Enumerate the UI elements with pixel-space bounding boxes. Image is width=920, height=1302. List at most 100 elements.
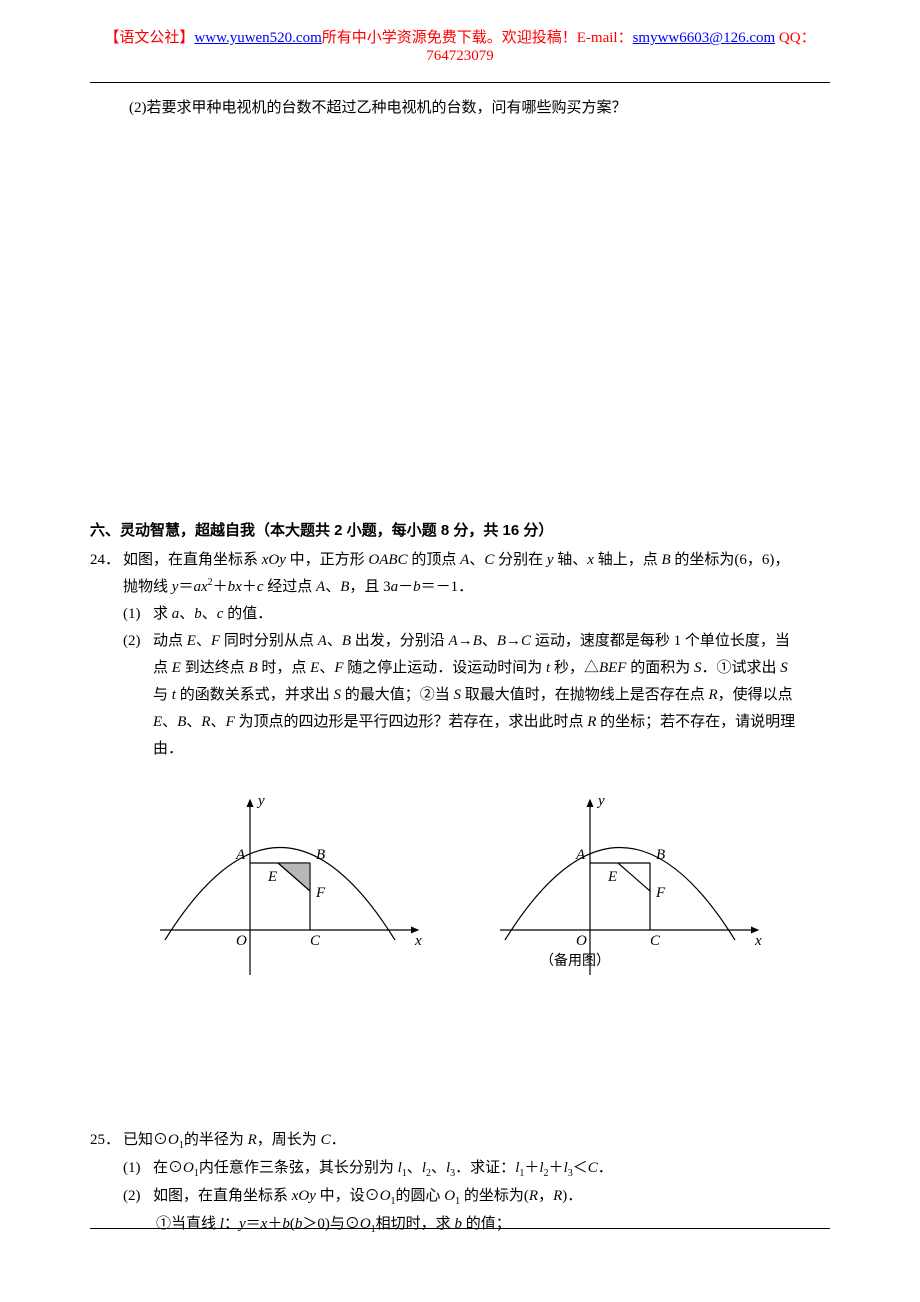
xOy: xOy (292, 1188, 316, 1204)
q23-sub2: (2)若要求甲种电视机的台数不超过乙种电视机的台数，问有哪些购买方案？ (90, 96, 830, 122)
t: 轴上，点 (594, 552, 662, 568)
t: ： (224, 1216, 239, 1232)
arrow: → (506, 633, 521, 649)
t: 相切时，求 (376, 1216, 455, 1232)
c: c (257, 579, 264, 595)
plus: ＋ (549, 1160, 564, 1176)
q25-sub2: (2) 如图，在直角坐标系 xOy 中，设⊙O1的圆心 O1 的坐标为(R，R)… (90, 1183, 830, 1211)
sub2-line4: E、B、R、F 为顶点的四边形是平行四边形？若存在，求出此时点 R 的坐标；若不… (153, 709, 830, 736)
t: ．求证： (455, 1160, 515, 1176)
F-label: F (655, 885, 666, 901)
figures-row: y x A B O C E F y x A B O C (90, 785, 830, 985)
t: 的函数关系式，并求出 (176, 687, 334, 703)
x-label: x (414, 933, 422, 949)
t: 的顶点 (408, 552, 461, 568)
q25-intro: 25． 已知⊙O1的半径为 R，周长为 C． (90, 1127, 830, 1155)
C: C (588, 1160, 598, 1176)
t: 随之停止运动．设运动时间为 (344, 660, 547, 676)
B: B (342, 633, 351, 649)
x: x (201, 579, 208, 595)
sub2-line5: 由． (153, 736, 830, 763)
O1: O (183, 1160, 194, 1176)
t: 的最大值；②当 (341, 687, 454, 703)
S: S (780, 660, 788, 676)
t: 时，点 (258, 660, 311, 676)
q24-number: 24． (90, 547, 123, 574)
F: F (334, 660, 343, 676)
b: b (194, 606, 202, 622)
t: 内任意作三条弦，其长分别为 (199, 1160, 398, 1176)
A-label: A (575, 847, 586, 863)
R: R (248, 1132, 257, 1148)
t: )． (562, 1188, 582, 1204)
O1: O (380, 1188, 391, 1204)
E-label: E (607, 869, 617, 885)
b: b (282, 1216, 290, 1232)
arrow: → (458, 633, 473, 649)
t: 秒，△ (550, 660, 599, 676)
C-label: C (310, 933, 321, 949)
E: E (187, 633, 196, 649)
b: b (454, 1216, 462, 1232)
F: F (211, 633, 220, 649)
sub1-num: (1) (123, 1155, 153, 1183)
plus: ＋ (267, 1216, 282, 1232)
O1: O (444, 1188, 455, 1204)
sub2-num: (2) (123, 628, 153, 763)
t: 、 (319, 660, 334, 676)
q24-sub1: (1) 求 a、b、c 的值． (90, 601, 830, 628)
B: B (248, 660, 257, 676)
R: R (529, 1188, 538, 1204)
t: 中，正方形 (286, 552, 369, 568)
question-25: 25． 已知⊙O1的半径为 R，周长为 C． (1) 在⊙O1内任意作三条弦，其… (90, 1127, 830, 1239)
backup-label: （备用图） (540, 952, 610, 969)
t: ．①试求出 (701, 660, 780, 676)
t: 动点 (153, 633, 187, 649)
F-label: F (315, 885, 326, 901)
header-email: smyww6603@126.com (633, 30, 776, 46)
t: 的坐标为( (460, 1188, 529, 1204)
R: R (708, 687, 717, 703)
t: 、 (186, 714, 201, 730)
q24-intro: 24． 如图，在直角坐标系 xOy 中，正方形 OABC 的顶点 A、C 分别在… (90, 547, 830, 574)
B: B (177, 714, 186, 730)
S: S (333, 687, 341, 703)
page-content: (2)若要求甲种电视机的台数不超过乙种电视机的台数，问有哪些购买方案？ 六、灵动… (90, 96, 830, 1239)
t: ①当直线 (156, 1216, 220, 1232)
eq: ＝ (246, 1216, 261, 1232)
S: S (453, 687, 461, 703)
t: 的面积为 (626, 660, 694, 676)
t: 、 (162, 714, 177, 730)
t: 为顶点的四边形是平行四边形？若存在，求出此时点 (235, 714, 588, 730)
t: 经过点 (264, 579, 317, 595)
C: C (321, 1132, 331, 1148)
t: 取最大值时，在抛物线上是否存在点 (461, 687, 709, 703)
t: 分别在 (494, 552, 547, 568)
A: A (318, 633, 327, 649)
sub2-line3: 与 t 的函数关系式，并求出 S 的最大值；②当 S 取最大值时，在抛物线上是否… (153, 682, 830, 709)
q25-sub1: (1) 在⊙O1内任意作三条弦，其长分别为 l1、l2、l3．求证：l1＋l2＋… (90, 1155, 830, 1183)
t: 同时分别从点 (220, 633, 318, 649)
sub2-line1: 动点 E、F 同时分别从点 A、B 出发，分别沿 A→B、B→C 运动，速度都是… (153, 628, 830, 655)
t: 到达终点 (181, 660, 249, 676)
t: ，周长为 (257, 1132, 321, 1148)
t: 、 (211, 714, 226, 730)
t: 如图，在直角坐标系 (123, 552, 262, 568)
q24-sub2: (2) 动点 E、F 同时分别从点 A、B 出发，分别沿 A→B、B→C 运动，… (90, 628, 830, 763)
t: 的坐标为(6，6)， (671, 552, 790, 568)
plus: ＋ (242, 579, 257, 595)
qq-label: QQ： (775, 30, 815, 46)
t: 的值． (223, 606, 272, 622)
y: y (547, 552, 554, 568)
t: 运动，速度都是每秒 1 个单位长度，当 (531, 633, 790, 649)
t: 轴、 (554, 552, 588, 568)
bottom-rule (90, 1228, 830, 1229)
t: 的半径为 (184, 1132, 248, 1148)
q25-number: 25． (90, 1127, 123, 1155)
B: B (661, 552, 670, 568)
C: C (484, 552, 494, 568)
E-label: E (267, 869, 277, 885)
t: 点 (153, 660, 172, 676)
C-label: C (650, 933, 661, 949)
y-label: y (596, 793, 605, 809)
